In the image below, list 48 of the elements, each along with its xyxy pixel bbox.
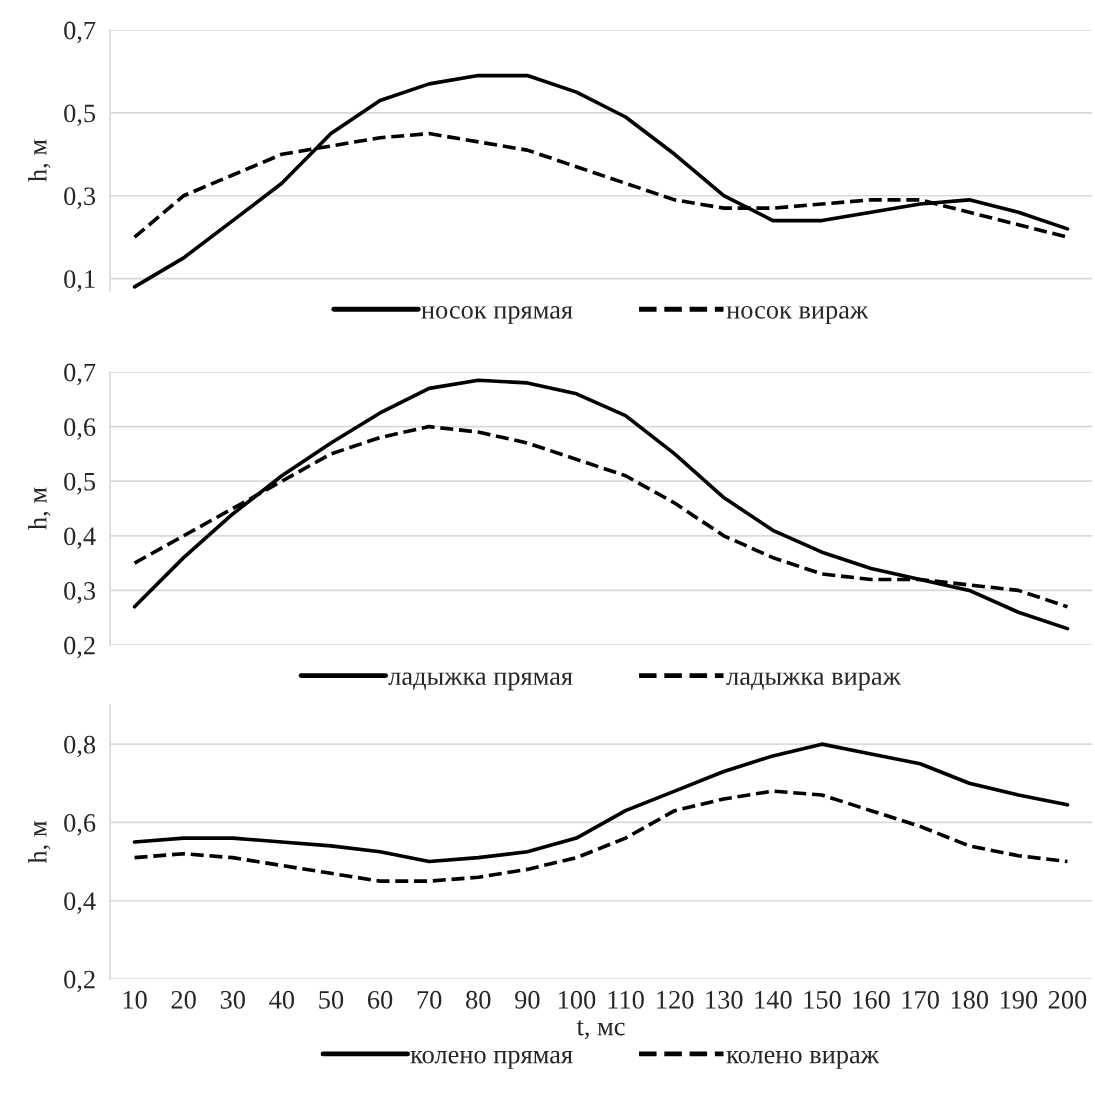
y-tick-label: 0,7 — [64, 363, 96, 386]
x-tick-label: 130 — [706, 990, 743, 1009]
legend-label: колено вираж — [726, 1050, 880, 1069]
y-axis-title: h, м — [28, 487, 51, 530]
legend-label: носок прямая — [421, 306, 573, 325]
x-axis-title: t, мс — [576, 1020, 625, 1040]
y-tick-label: 0,8 — [64, 735, 96, 758]
x-tick-label: 120 — [657, 990, 694, 1009]
x-tick-label: 80 — [466, 990, 491, 1009]
x-tick-label: 140 — [755, 990, 792, 1009]
x-tick-label: 100 — [558, 990, 596, 1009]
y-tick-label: 0,5 — [64, 472, 96, 495]
x-tick-label: 10 — [123, 990, 147, 1009]
y-tick-label: 0,2 — [64, 636, 95, 659]
y-tick-label: 0,6 — [64, 418, 96, 440]
x-tick-label: 90 — [515, 990, 540, 1009]
x-tick-label: 200 — [1048, 990, 1087, 1009]
line-series — [132, 742, 1070, 864]
y-tick-label: 0,3 — [64, 187, 96, 209]
legend-label: ладыжка прямая — [388, 672, 573, 691]
x-tick-label: 70 — [417, 990, 442, 1009]
x-tick-label: 30 — [220, 990, 245, 1009]
x-tick-label: 40 — [269, 990, 295, 1009]
y-tick-label: 0,6 — [64, 814, 96, 836]
x-tick-label: 60 — [367, 990, 393, 1009]
y-tick-label: 0,1 — [64, 270, 95, 292]
x-tick-label: 180 — [951, 990, 989, 1009]
y-tick-label: 0,7 — [64, 21, 96, 44]
legend-label: носок вираж — [726, 306, 869, 325]
y-tick-label: 0,4 — [64, 527, 96, 550]
x-tick-label: 110 — [608, 990, 644, 1009]
line-series — [132, 378, 1070, 631]
line-series — [132, 73, 1070, 289]
x-tick-label: 190 — [1000, 990, 1038, 1009]
y-tick-label: 0,2 — [64, 970, 95, 993]
y-tick-label: 0,4 — [64, 892, 96, 914]
y-axis-title: h, м — [28, 821, 51, 864]
y-tick-label: 0,5 — [64, 104, 96, 127]
line-series — [132, 789, 1070, 883]
x-tick-label: 170 — [902, 990, 939, 1009]
y-axis-title: h, м — [28, 139, 51, 182]
x-tick-label: 150 — [804, 990, 841, 1009]
x-tick-label: 50 — [319, 990, 344, 1009]
x-tick-label: 160 — [853, 990, 890, 1009]
x-tick-label: 20 — [171, 990, 196, 1009]
legend-label: ладыжка вираж — [726, 672, 901, 691]
legend-label: колено прямая — [410, 1050, 573, 1069]
y-tick-label: 0,3 — [64, 582, 96, 604]
